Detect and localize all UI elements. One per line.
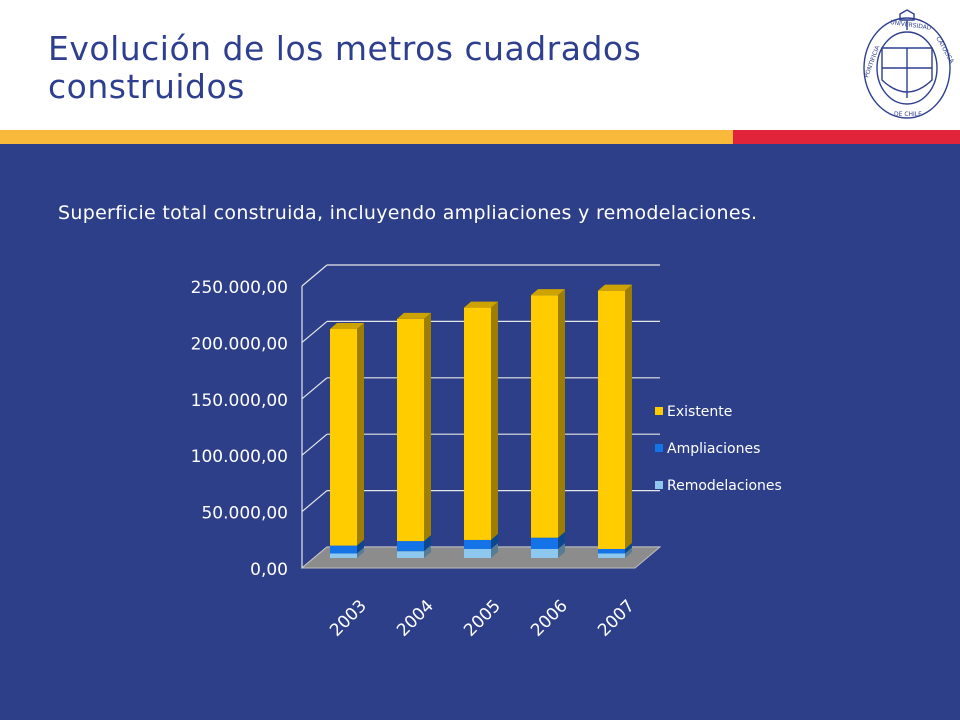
bar-remodelaciones-side: [424, 545, 431, 558]
y-tick-label: 0,00: [250, 560, 288, 580]
grid-diagonal: [301, 377, 328, 400]
x-tick-label: 2005: [460, 596, 505, 641]
header-stripe-yellow: [0, 130, 733, 144]
bar-remodelaciones-front: [397, 551, 424, 558]
bar-existente-front: [330, 329, 357, 546]
stacked-bar-chart: 0,00 50.000,00 100.000,00 150.000,00 200.000…: [191, 264, 782, 641]
grid-diagonal: [301, 264, 328, 287]
grid-diagonal: [301, 320, 328, 343]
bar-existente-side: [357, 323, 364, 546]
header-stripe-red: [733, 130, 960, 144]
bar-ampliaciones-side: [558, 531, 565, 549]
bar-existente-front: [598, 290, 625, 549]
slide-title-line-2: construidos: [48, 67, 245, 106]
bar-ampliaciones-front: [531, 537, 558, 549]
grid-diagonal: [301, 433, 328, 456]
bar-remodelaciones-side: [491, 542, 498, 558]
legend-swatch: [655, 407, 663, 415]
bar-remodelaciones-front: [330, 553, 357, 558]
bar-existente-side: [424, 312, 431, 542]
bar-remodelaciones-front: [531, 548, 558, 558]
legend-swatch: [655, 481, 663, 489]
x-tick-label: 2007: [594, 596, 639, 641]
bar-remodelaciones-front: [598, 553, 625, 558]
bar-ampliaciones-front: [598, 548, 625, 554]
legend-label: Existente: [667, 404, 732, 420]
bar-existente-side: [491, 301, 498, 540]
bar-existente-front: [464, 307, 491, 540]
bar-top: [397, 312, 431, 319]
bar-existente-front: [531, 295, 558, 538]
chart-subtitle: Superficie total construida, incluyendo …: [58, 202, 758, 224]
bar-ampliaciones-front: [397, 541, 424, 552]
bar-top: [598, 284, 632, 291]
y-tick-label: 200.000,00: [191, 334, 288, 354]
university-seal-logo: PONTIFICIA UNIVERSIDAD CATOLICA DE CHILE: [863, 9, 954, 119]
y-tick-label: 250.000,00: [191, 278, 288, 298]
bar-ampliaciones-side: [357, 539, 364, 554]
y-tick-label: 50.000,00: [201, 504, 288, 524]
bar-ampliaciones-front: [464, 539, 491, 549]
legend-label: Ampliaciones: [667, 441, 760, 457]
x-tick-label: 2004: [393, 596, 438, 641]
legend-swatch: [655, 444, 663, 452]
bar-ampliaciones-side: [491, 533, 498, 549]
svg-text:PONTIFICIA: PONTIFICIA: [863, 44, 881, 79]
bar-remodelaciones-front: [464, 548, 491, 558]
legend-label: Remodelaciones: [667, 478, 782, 494]
y-tick-label: 150.000,00: [191, 391, 288, 411]
bar-remodelaciones-side: [625, 547, 632, 558]
slide-body: Superficie total construida, incluyendo …: [0, 144, 960, 720]
bar-top: [330, 323, 364, 330]
bar-existente-front: [397, 318, 424, 542]
svg-text:DE CHILE: DE CHILE: [894, 111, 922, 118]
x-tick-label: 2006: [527, 596, 572, 641]
bar-existente-side: [558, 289, 565, 538]
svg-text:CATOLICA: CATOLICA: [934, 36, 954, 66]
bar-ampliaciones-side: [424, 535, 431, 552]
slide-title: Evolución de los metros cuadrados constr…: [48, 30, 808, 106]
slide-title-line-1: Evolución de los metros cuadrados: [48, 29, 642, 68]
bar-remodelaciones-side: [357, 547, 364, 558]
bar-remodelaciones-side: [558, 542, 565, 558]
grid-diagonal: [301, 490, 328, 513]
y-tick-label: 100.000,00: [191, 447, 288, 467]
svg-text:UNIVERSIDAD: UNIVERSIDAD: [890, 19, 932, 32]
x-tick-label: 2003: [326, 596, 371, 641]
bar-top: [464, 301, 498, 308]
bar-ampliaciones-front: [330, 545, 357, 554]
bar-ampliaciones-side: [625, 542, 632, 554]
slide-header: Evolución de los metros cuadrados constr…: [0, 0, 960, 130]
bar-top: [531, 289, 565, 296]
bar-existente-side: [625, 284, 632, 549]
